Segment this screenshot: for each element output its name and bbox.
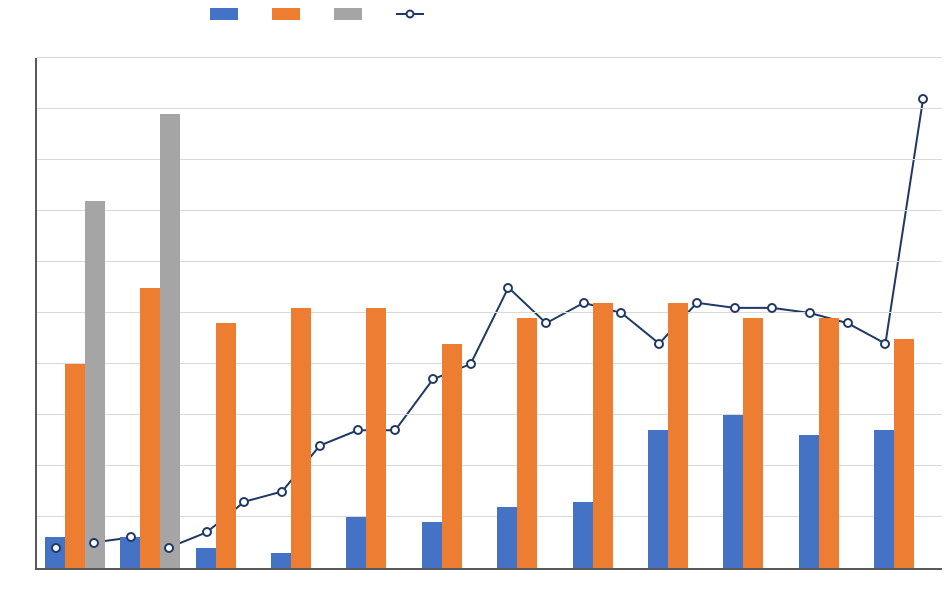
line-marker [126,532,136,542]
legend-item [210,8,244,20]
bar-orange [140,288,160,569]
line-marker [880,339,890,349]
bar-group [120,114,180,568]
bar-blue [271,553,291,568]
line-marker [918,94,928,104]
bar-orange [366,308,386,568]
bar-group [45,201,105,568]
bar-orange [894,339,914,569]
line-marker [353,425,363,435]
bar-blue [497,507,517,568]
bar-blue [648,430,668,568]
bar-orange [668,303,688,568]
bar-group [271,308,331,568]
line-marker [767,303,777,313]
bar-orange [819,318,839,568]
line-marker [730,303,740,313]
legend [210,8,430,20]
bar-orange [743,318,763,568]
bar-group [874,339,934,569]
line-marker [390,425,400,435]
bar-blue [799,435,819,568]
line-marker [579,298,589,308]
bar-blue [422,522,442,568]
bar-blue [723,415,743,568]
line-marker [315,441,325,451]
bar-gray [160,114,180,568]
bar-group [723,318,783,568]
bar-group [799,318,859,568]
bar-blue [874,430,894,568]
legend-swatch [334,8,362,20]
line-marker [202,527,212,537]
legend-item [272,8,306,20]
bar-blue [573,502,593,568]
bar-orange [216,323,236,568]
line-marker [164,543,174,553]
bar-orange [517,318,537,568]
legend-line-icon [396,8,424,20]
bar-orange [593,303,613,568]
line-marker [466,359,476,369]
line-marker [654,339,664,349]
bar-orange [65,364,85,568]
bar-gray [85,201,105,568]
line-marker [277,487,287,497]
bar-group [346,308,406,568]
line-marker [692,298,702,308]
line-marker [239,497,249,507]
bar-group [497,318,557,568]
gridline [37,57,942,58]
plot-area [35,58,942,570]
legend-item [334,8,368,20]
line-marker [616,308,626,318]
combo-chart [0,0,952,593]
bar-blue [196,548,216,568]
legend-swatch [210,8,238,20]
legend-item [396,8,430,20]
legend-swatch [272,8,300,20]
bar-blue [346,517,366,568]
line-series [56,99,923,548]
bar-group [573,303,633,568]
line-marker [541,318,551,328]
line-marker [843,318,853,328]
line-marker [89,538,99,548]
bar-orange [442,344,462,568]
line-marker [51,543,61,553]
gridline [37,108,942,109]
line-marker [503,283,513,293]
bar-orange [291,308,311,568]
line-marker [805,308,815,318]
line-marker [428,374,438,384]
